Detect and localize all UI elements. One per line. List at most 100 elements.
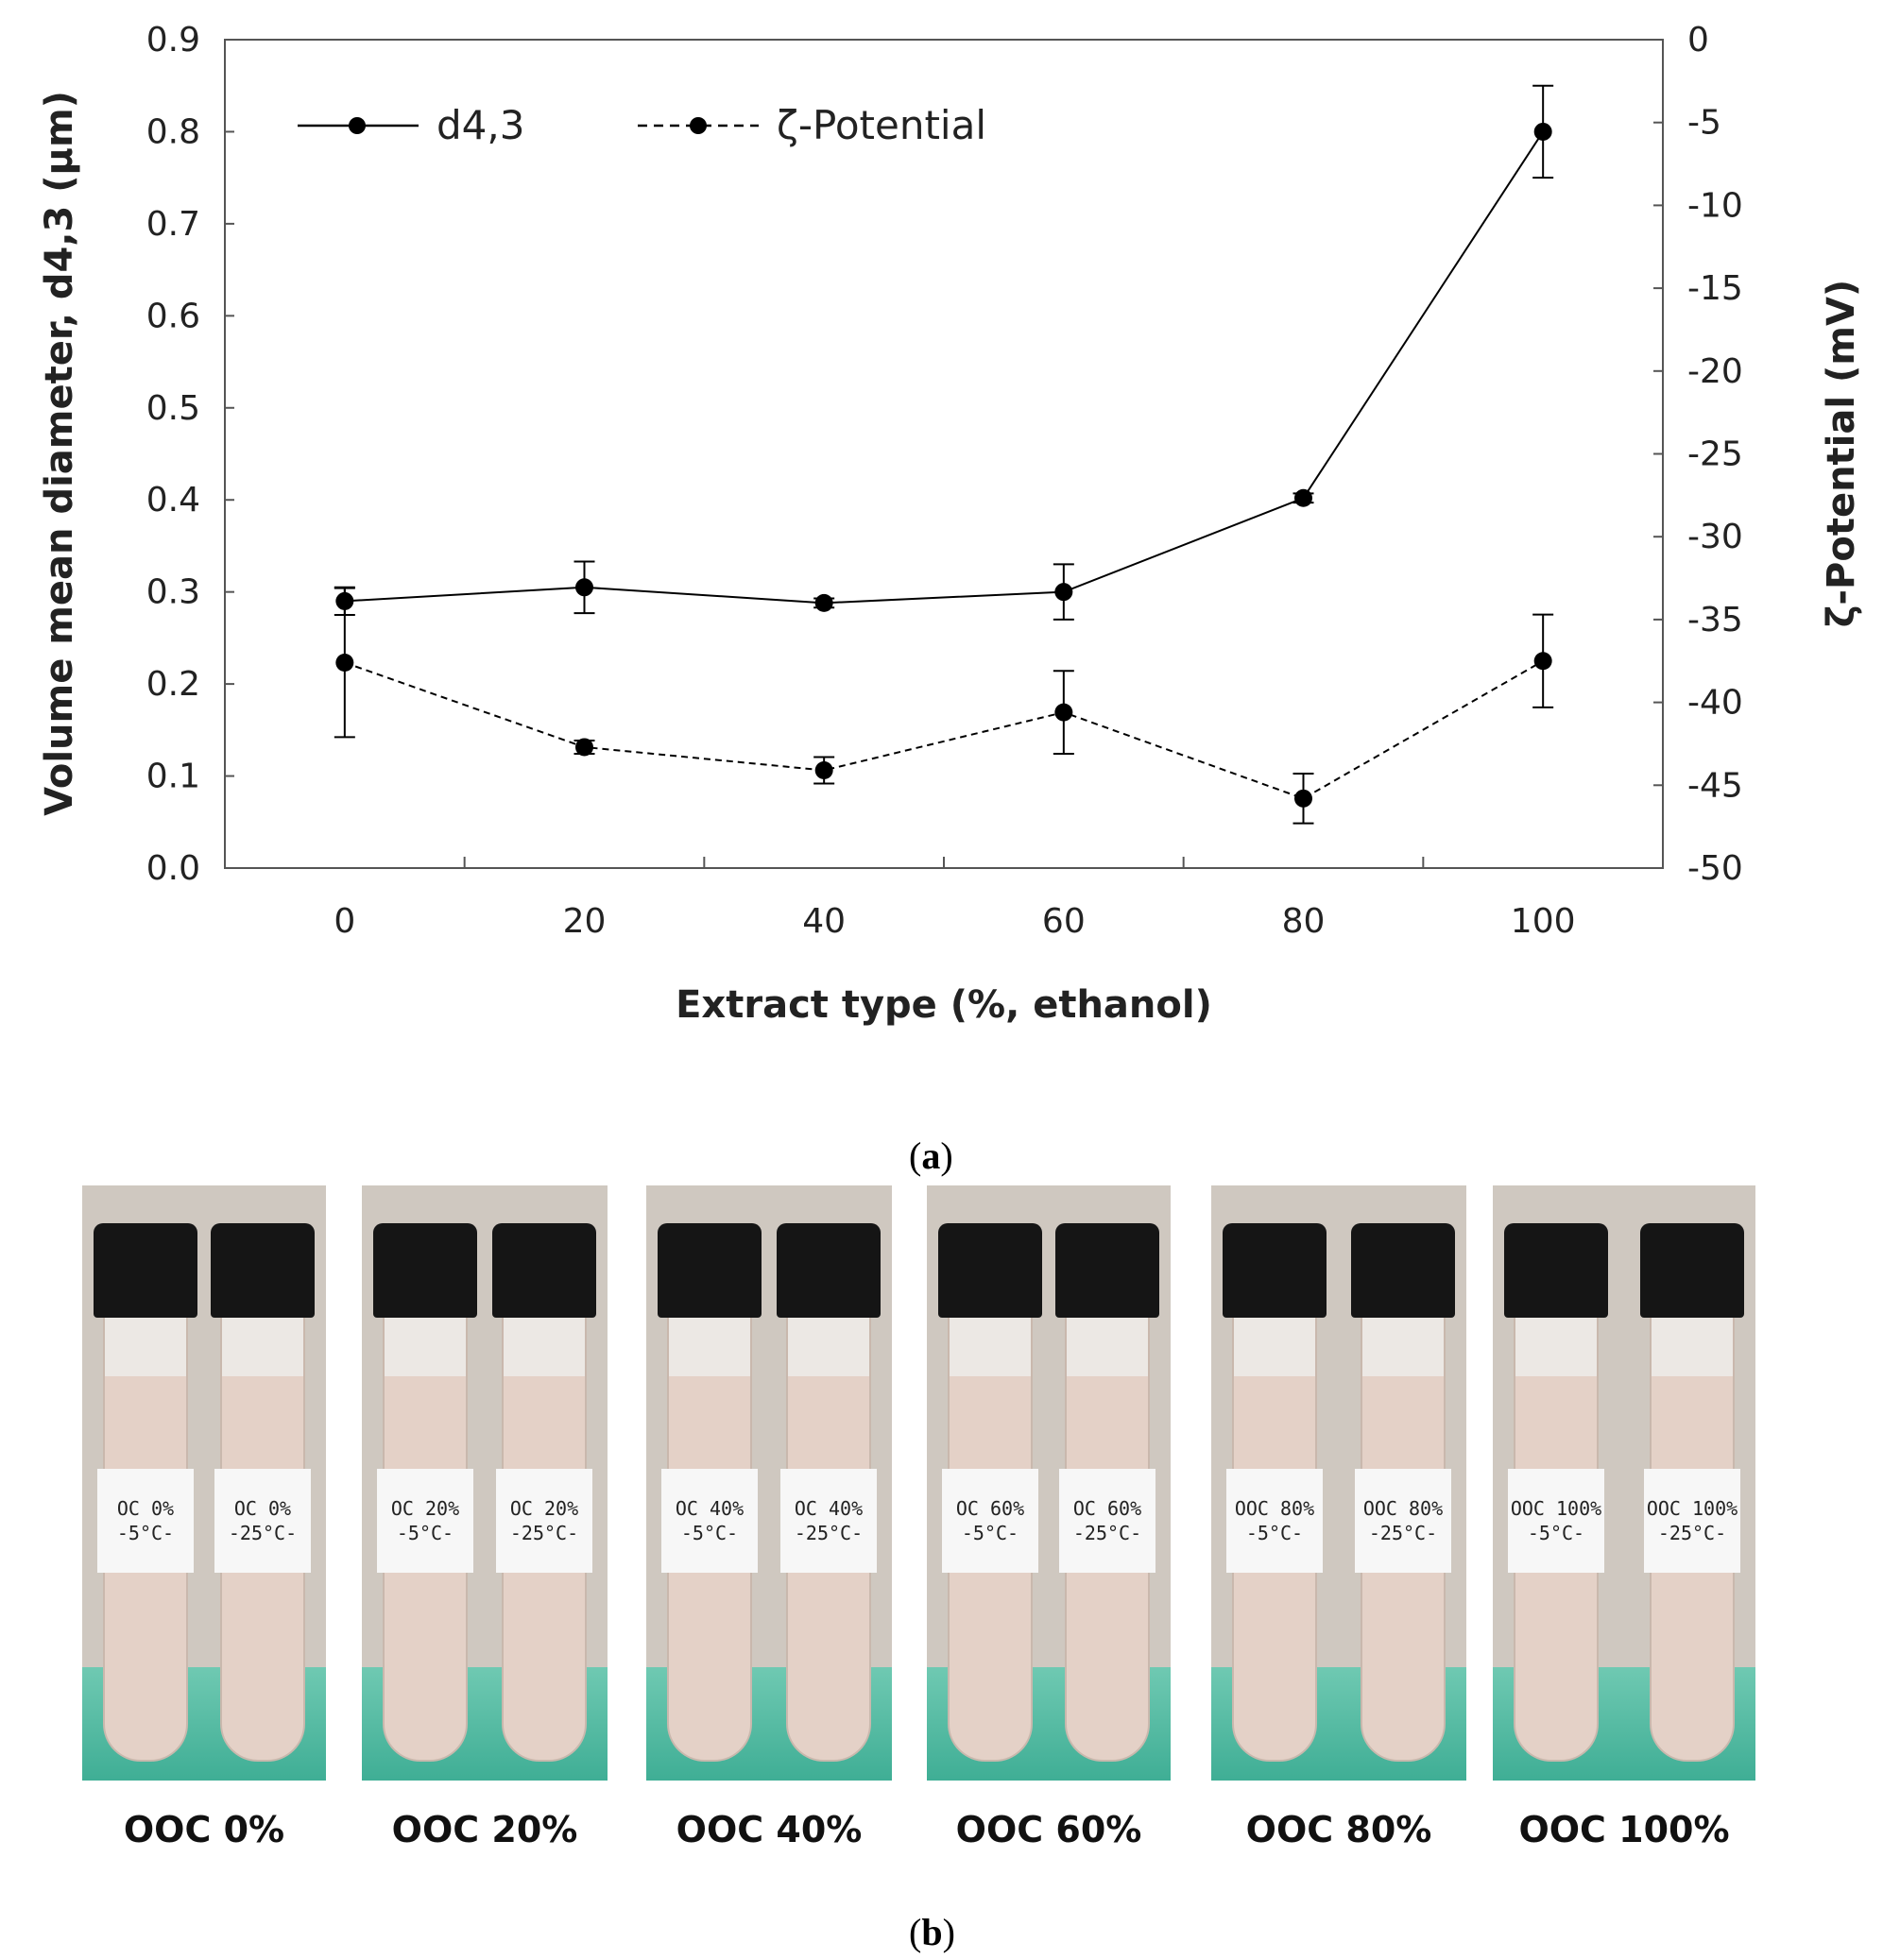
legend: d4,3 ζ-Potential [298,102,986,148]
tube-cap [373,1223,477,1318]
line-chart: 0.0 0.1 0.2 0.3 0.4 0.5 0.6 0.7 0.8 0.9 0 -5 -10 -15… [38,21,1863,1027]
tube-label: OOC 80% -5°C- [1226,1469,1323,1573]
tube-cap [938,1223,1042,1318]
data-point [575,738,593,757]
left-axis-ticks: 0.0 0.1 0.2 0.3 0.4 0.5 0.6 0.7 0.8 0.9 [146,21,234,888]
data-point [335,654,354,673]
x-tick-label: 0 [334,902,355,941]
tube-label: OOC 80% -25°C- [1355,1469,1451,1573]
tube-label-line1: OOC 80% [1362,1497,1444,1520]
data-point [1294,789,1312,808]
left-tick-label: 0.2 [146,665,200,704]
left-tick-label: 0.1 [146,758,200,796]
tube-headspace [1650,1308,1735,1376]
x-tick-label: 40 [802,902,846,941]
legend-item-zeta: ζ-Potential [638,102,986,148]
data-point [1533,122,1552,141]
tube-label-line1: OOC 100% [1646,1497,1738,1520]
tube-headspace [667,1308,752,1376]
tube-cap [1223,1223,1327,1318]
sample-tube: OC 40% -5°C- [658,1223,762,1762]
tube-headspace [103,1308,188,1376]
left-tick-label: 0.0 [146,849,200,888]
right-tick-label: -35 [1687,601,1743,639]
right-axis-title: ζ-Potential (mV) [1820,280,1863,627]
series-line-zeta [344,659,1544,800]
x-tick-label: 80 [1282,902,1326,941]
sample-tube: OC 0% -5°C- [94,1223,197,1762]
left-tick-label: 0.7 [146,205,200,244]
data-point [1054,703,1073,722]
tube-cap [94,1223,197,1318]
sample-photo: OC 40% -5°C- OC 40% -25°C- [646,1185,892,1781]
sample-tube: OOC 80% -5°C- [1223,1223,1327,1762]
data-point [1054,583,1073,602]
data-point [1533,652,1552,671]
tube-label-line1: OC 20% [390,1497,460,1520]
photo-caption: OOC 0% [123,1809,285,1850]
tube-cap [1055,1223,1159,1318]
left-tick-label: 0.9 [146,21,200,60]
photo-caption: OOC 100% [1518,1809,1730,1850]
right-axis-ticks: 0 -5 -10 -15 -20 -25 -30 -35 -40 -45 -50 [1653,21,1743,888]
sample-tube: OC 40% -25°C- [777,1223,881,1762]
left-tick-label: 0.5 [146,389,200,428]
tube-label: OC 60% -5°C- [942,1469,1038,1573]
tube-label-line1: OC 20% [509,1497,579,1520]
tube-label-line2: -25°C- [1368,1522,1438,1544]
tube-headspace [220,1308,305,1376]
photo-caption: OOC 40% [676,1809,863,1850]
tube-label: OC 20% -25°C- [496,1469,592,1573]
tube-headspace [502,1308,587,1376]
x-tick-label: 20 [563,902,607,941]
right-tick-label: -25 [1687,435,1743,474]
x-axis-title: Extract type (%, ethanol) [676,983,1212,1027]
tube-cap [1640,1223,1744,1318]
left-tick-label: 0.4 [146,481,200,520]
photo-caption: OOC 60% [955,1809,1142,1850]
sample-photo: OC 20% -5°C- OC 20% -25°C- [362,1185,608,1781]
plot-frame [224,39,1664,869]
tube-label-line1: OC 0% [116,1497,175,1520]
sample-photo: OOC 80% -5°C- OOC 80% -25°C- [1211,1185,1466,1781]
legend-label-zeta: ζ-Potential [777,102,986,148]
tube-label: OC 40% -5°C- [661,1469,758,1573]
sample-tube: OOC 100% -5°C- [1504,1223,1608,1762]
tube-headspace [383,1308,468,1376]
data-point [814,593,833,612]
tube-label-line2: -5°C- [396,1522,454,1544]
tube-label-line2: -25°C- [509,1522,579,1544]
tube-label: OC 40% -25°C- [780,1469,877,1573]
tube-label: OOC 100% -25°C- [1644,1469,1740,1573]
tube-label-line1: OOC 80% [1234,1497,1315,1520]
right-tick-label: -40 [1687,684,1743,723]
tube-label-line2: -5°C- [1527,1522,1585,1544]
right-tick-label: -50 [1687,849,1743,888]
tube-label-line1: OOC 100% [1510,1497,1602,1520]
right-tick-label: -30 [1687,518,1743,556]
left-axis-title: Volume mean diameter, d4,3 (μm) [38,91,81,816]
sample-tube: OC 60% -25°C- [1055,1223,1159,1762]
data-point [814,761,833,780]
x-tick-label: 100 [1511,902,1576,941]
left-tick-label: 0.6 [146,297,200,335]
tube-label-line2: -25°C- [228,1522,298,1544]
tube-label: OC 0% -25°C- [214,1469,311,1573]
tube-headspace [1361,1308,1446,1376]
right-tick-label: -15 [1687,269,1743,308]
tube-label: OC 0% -5°C- [97,1469,194,1573]
left-tick-label: 0.8 [146,112,200,151]
tube-label-line2: -5°C- [116,1522,175,1544]
photo-caption: OOC 20% [391,1809,578,1850]
panel-label-a: (a) [909,1134,953,1177]
tube-headspace [1232,1308,1317,1376]
tube-cap [211,1223,315,1318]
sample-tube: OC 20% -5°C- [373,1223,477,1762]
sample-tube: OOC 100% -25°C- [1640,1223,1744,1762]
tube-label-line2: -5°C- [680,1522,739,1544]
sample-photo: OOC 100% -5°C- OOC 100% -25°C- [1493,1185,1755,1781]
sample-tube: OOC 80% -25°C- [1351,1223,1455,1762]
tube-label: OC 60% -25°C- [1059,1469,1155,1573]
right-tick-label: -20 [1687,352,1743,391]
sample-tube: OC 0% -25°C- [211,1223,315,1762]
